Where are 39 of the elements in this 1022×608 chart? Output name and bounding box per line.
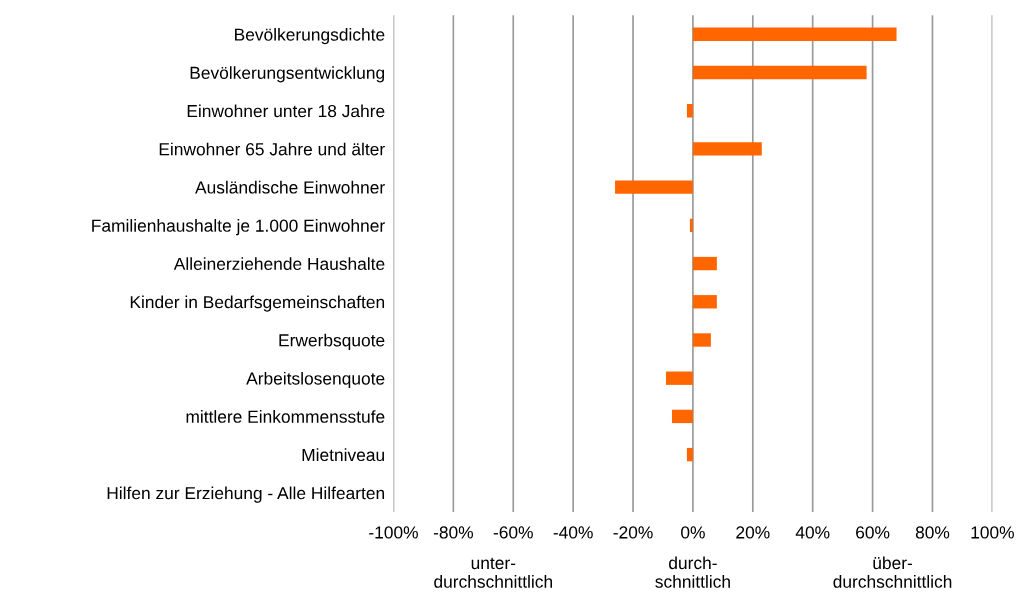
bar <box>692 333 711 347</box>
bar <box>692 65 867 80</box>
x-tick-label: -20% <box>613 526 653 539</box>
x-tick-label: -100% <box>369 526 418 539</box>
bar <box>615 180 693 194</box>
text: über- durchschnittlich <box>833 556 952 588</box>
x-tick-label: -80% <box>433 526 474 539</box>
bar <box>671 409 693 424</box>
text: durch- schnittlich <box>655 556 730 588</box>
y-tick-label: Alleinerziehende Haushalte <box>173 257 385 271</box>
y-tick-label: Ausländische Einwohner <box>195 180 385 194</box>
y-tick-label: Familienhaushalte je 1.000 Einwohner <box>92 219 385 236</box>
x-tick-label: 80% <box>915 526 950 539</box>
bar <box>692 27 897 41</box>
bar <box>692 295 717 309</box>
text: unter- durchschnittlich <box>434 557 552 588</box>
y-tick-label: Kinder in Bedarfsgemeinschaften <box>130 295 385 312</box>
y-tick-label: Hilfen zur Erziehung - Alle Hilfearten <box>107 486 385 503</box>
y-tick-label: Mietniveau <box>302 448 384 462</box>
x-tick-label: 0% <box>681 526 705 539</box>
y-tick-label: Einwohner unter 18 Jahre <box>187 104 385 118</box>
y-tick-label: Bevölkerungsentwicklung <box>190 66 385 83</box>
y-tick-label: mittlere Einkommensstufe <box>186 410 385 423</box>
x-tick-label: 100% <box>971 526 1014 539</box>
x-tick-label: 60% <box>856 526 890 539</box>
x-tick-label: -60% <box>493 526 533 539</box>
bar <box>686 104 693 118</box>
y-tick-label: Arbeitslosenquote <box>246 371 385 389</box>
bar <box>689 218 693 233</box>
x-tick-label: 20% <box>736 526 770 539</box>
bar <box>692 256 717 271</box>
bar <box>665 371 693 385</box>
y-tick-label: Einwohner 65 Jahre und älter <box>159 142 385 156</box>
x-tick-label: 40% <box>795 526 830 539</box>
y-tick-label: Erwerbsquote <box>279 333 385 350</box>
bar <box>692 142 762 156</box>
x-tick-label: -40% <box>553 526 593 539</box>
y-tick-label: Bevölkerungsdichte <box>235 28 385 45</box>
bar <box>686 447 693 462</box>
